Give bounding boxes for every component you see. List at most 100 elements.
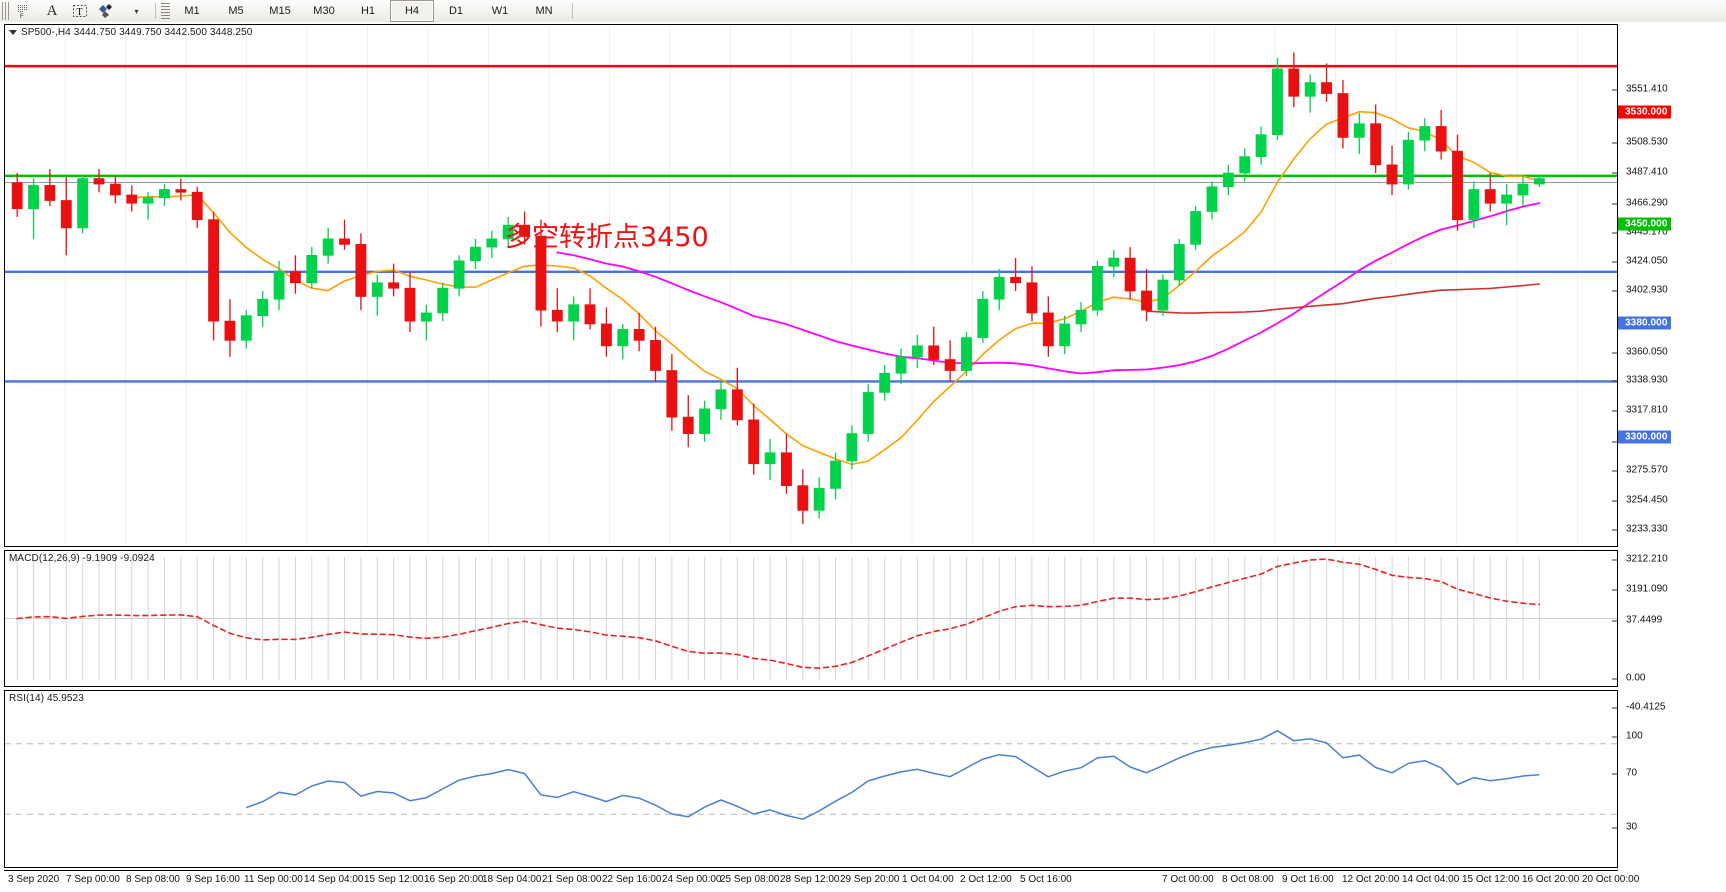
- price-tick-label: 3551.410: [1626, 83, 1668, 95]
- macd-tick-label: -40.4125: [1626, 701, 1666, 713]
- timeframe-m5[interactable]: M5: [228, 5, 244, 17]
- timeframe-m30[interactable]: M30: [313, 5, 335, 17]
- symbol-header[interactable]: SP500-,H4 3444.750 3449.750 3442.500 344…: [9, 27, 252, 38]
- macd-tick: 37.4499: [1611, 614, 1663, 626]
- chart-toolbar: F A T ▾ M1 M5 M15 M30 H1 H4 D1 W1 MN: [0, 0, 1726, 23]
- timeframe-mn[interactable]: MN: [535, 5, 553, 17]
- rsi-tick: 70: [1611, 767, 1638, 779]
- macd-header: MACD(12,26,9) -9.1909 -9.0924: [9, 553, 155, 564]
- time-label: 21 Sep 08:00: [542, 874, 602, 885]
- time-label: 7 Sep 00:00: [66, 874, 120, 885]
- price-tick: 3445.170: [1612, 227, 1668, 238]
- text-a-icon[interactable]: A: [39, 0, 65, 22]
- time-label: 22 Sep 16:00: [602, 874, 662, 885]
- time-label: 16 Oct 20:00: [1522, 874, 1580, 885]
- rsi-tick: 30: [1611, 822, 1637, 833]
- price-tick: 3424.050: [1612, 255, 1668, 267]
- price-tick-label: 3424.050: [1626, 255, 1668, 267]
- time-label: 16 Sep 20:00: [424, 874, 484, 885]
- macd-tick: -40.4125: [1611, 701, 1666, 713]
- macd-tick: 0.00: [1611, 672, 1646, 684]
- timeframe-m1[interactable]: M1: [184, 5, 200, 17]
- time-label: 14 Oct 04:00: [1402, 874, 1460, 885]
- price-tick: 3233.330: [1612, 524, 1668, 535]
- rsi-tick-label: 100: [1626, 730, 1643, 742]
- toolbar-divider: [155, 3, 156, 19]
- price-tick: 3487.410: [1612, 166, 1668, 178]
- price-tick-label: 3508.530: [1626, 136, 1668, 148]
- rsi-canvas: [5, 730, 1617, 820]
- price-tick-label: 3360.050: [1626, 346, 1668, 358]
- price-tick-label: 3466.290: [1626, 197, 1668, 209]
- objects-icon[interactable]: [95, 0, 121, 22]
- timeframe-group: M1 M5 M15 M30 H1 H4 D1 W1 MN: [170, 0, 566, 22]
- price-tick: 3191.090: [1612, 584, 1668, 595]
- drag-grip-icon[interactable]: [2, 2, 9, 20]
- time-label: 8 Sep 08:00: [126, 874, 180, 885]
- rsi-tick: 100: [1612, 730, 1643, 742]
- period-separator-icon[interactable]: [161, 3, 170, 19]
- text-a-glyph: A: [46, 2, 58, 19]
- price-pane-inner: [5, 25, 1617, 546]
- time-label: 29 Sep 20:00: [840, 874, 900, 885]
- price-tick: 3317.810: [1612, 405, 1668, 416]
- time-label: 25 Sep 08:00: [720, 874, 780, 885]
- price-tick: 3275.570: [1612, 464, 1668, 476]
- time-label: 28 Sep 12:00: [780, 874, 840, 885]
- price-level-tag[interactable]: 3450.000: [1618, 217, 1671, 231]
- price-level-tag[interactable]: 3380.000: [1618, 316, 1671, 330]
- price-tick: 3360.050: [1612, 346, 1668, 358]
- time-label: 1 Oct 04:00: [902, 874, 954, 885]
- price-tick: 3338.930: [1612, 374, 1668, 386]
- price-scale[interactable]: 3551.410 3508.530 3487.410 3466.290 3445.170…: [1611, 46, 1726, 892]
- price-tick: 3508.530: [1612, 136, 1668, 148]
- collapse-arrow-icon[interactable]: [9, 29, 17, 35]
- time-label: 15 Oct 12:00: [1462, 874, 1520, 885]
- time-label: 24 Sep 00:00: [662, 874, 722, 885]
- time-label: 9 Oct 16:00: [1282, 874, 1334, 885]
- timeframe-h1[interactable]: H1: [360, 5, 376, 17]
- price-level-tag[interactable]: 3530.000: [1618, 105, 1671, 119]
- price-tick-label: 3402.930: [1626, 284, 1668, 296]
- price-pane[interactable]: SP500-,H4 3444.750 3449.750 3442.500 344…: [4, 24, 1618, 547]
- chart-annotation-text[interactable]: 多空转折点3450: [505, 222, 709, 253]
- price-tick-label: 3487.410: [1626, 166, 1668, 178]
- rsi-tick-label: 70: [1626, 767, 1638, 779]
- price-tick-label: 3275.570: [1626, 464, 1668, 476]
- time-label: 20 Oct 00:00: [1582, 874, 1640, 885]
- price-tick-label: 3338.930: [1626, 374, 1668, 386]
- price-tick: 3212.210: [1612, 553, 1668, 565]
- time-label: 2 Oct 12:00: [960, 874, 1012, 885]
- price-level-tag[interactable]: 3300.000: [1618, 430, 1671, 444]
- timeframe-h4[interactable]: H4: [390, 0, 434, 22]
- macd-tick-label: 0.00: [1626, 672, 1646, 684]
- time-label: 12 Oct 20:00: [1342, 874, 1400, 885]
- time-label: 8 Oct 08:00: [1222, 874, 1274, 885]
- price-tick-label: 3212.210: [1626, 553, 1668, 565]
- price-tick: 3551.410: [1612, 83, 1668, 95]
- time-label: 5 Oct 16:00: [1020, 874, 1072, 885]
- timeframe-w1[interactable]: W1: [491, 5, 509, 17]
- rsi-pane[interactable]: RSI(14) 45.9523: [4, 690, 1618, 868]
- time-label: 7 Oct 00:00: [1162, 874, 1214, 885]
- macd-tick-label: 37.4499: [1626, 614, 1663, 626]
- svg-text:T: T: [77, 7, 83, 18]
- time-label: 3 Sep 2020: [8, 874, 60, 885]
- rsi-header: RSI(14) 45.9523: [9, 693, 84, 704]
- timeframe-d1[interactable]: D1: [448, 5, 464, 17]
- time-label: 15 Sep 12:00: [364, 874, 424, 885]
- objects-dropdown-icon[interactable]: ▾: [123, 0, 149, 22]
- timeframe-m15[interactable]: M15: [269, 5, 291, 17]
- svg-text:F: F: [20, 14, 24, 19]
- chart-area[interactable]: SP500-,H4 3444.750 3449.750 3442.500 344…: [0, 22, 1726, 892]
- time-label: 18 Sep 04:00: [482, 874, 542, 885]
- rsi-pane-inner: [5, 691, 1617, 867]
- time-label: 14 Sep 04:00: [304, 874, 364, 885]
- toolbar-divider-2: [572, 3, 573, 19]
- text-box-icon[interactable]: T: [67, 0, 93, 22]
- time-axis[interactable]: 3 Sep 2020 7 Sep 00:00 8 Sep 08:00 9 Sep 16…: [4, 870, 1639, 890]
- crosshair-f-icon[interactable]: F: [11, 0, 37, 22]
- macd-canvas: [5, 557, 1617, 680]
- macd-pane[interactable]: MACD(12,26,9) -9.1909 -9.0924: [4, 550, 1618, 687]
